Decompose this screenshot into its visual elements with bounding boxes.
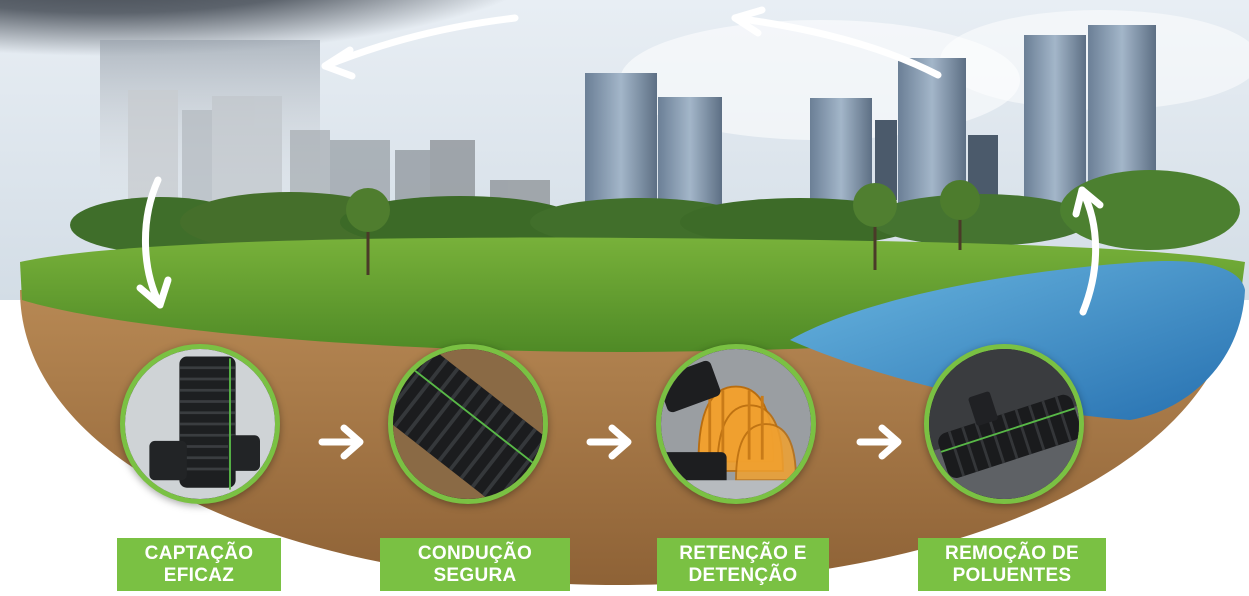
glass-towers (585, 25, 1156, 219)
evaporation-arrow-icon (731, 14, 942, 79)
runoff-arrow-icon (142, 176, 164, 309)
step-4-label-line2: POLUENTES (952, 565, 1072, 586)
step-1-photo (120, 344, 280, 504)
step-2-label-line2: SEGURA (433, 565, 517, 586)
corrugated-pipe-icon (393, 349, 543, 499)
step-2-label-line1: CONDUÇÃO (417, 543, 533, 564)
step-3-photo (656, 344, 816, 504)
step-4-label: REMOÇÃO DE POLUENTES (918, 538, 1106, 591)
step-1-label-line1: CAPTAÇÃO (144, 543, 254, 564)
pond (790, 261, 1245, 420)
vertical-tee-pipe-icon (125, 349, 275, 499)
next-step-arrow-icon (318, 424, 366, 460)
step-3-label-line2: DETENÇÃO (688, 565, 798, 586)
step-3-label-line1: RETENÇÃO E (679, 543, 807, 564)
step-2-label: CONDUÇÃO SEGURA (380, 538, 570, 591)
step-2-photo (388, 344, 548, 504)
step-4-photo (924, 344, 1084, 504)
cycle-arrows (136, 6, 1104, 316)
rain-arrow-icon (321, 14, 519, 70)
next-step-arrow-icon (856, 424, 904, 460)
return-arrow-icon (1078, 186, 1100, 316)
retention-chambers-icon (661, 349, 811, 499)
step-1-label-line2: EFICAZ (163, 565, 235, 586)
treeline (70, 170, 1240, 253)
park-trees (346, 180, 980, 275)
next-step-arrow-icon (586, 424, 634, 460)
step-3-label: RETENÇÃO E DETENÇÃO (657, 538, 829, 591)
step-4-label-line1: REMOÇÃO DE (945, 543, 1079, 564)
pollutant-separator-icon (929, 349, 1079, 499)
step-1-label: CAPTAÇÃO EFICAZ (117, 538, 281, 591)
